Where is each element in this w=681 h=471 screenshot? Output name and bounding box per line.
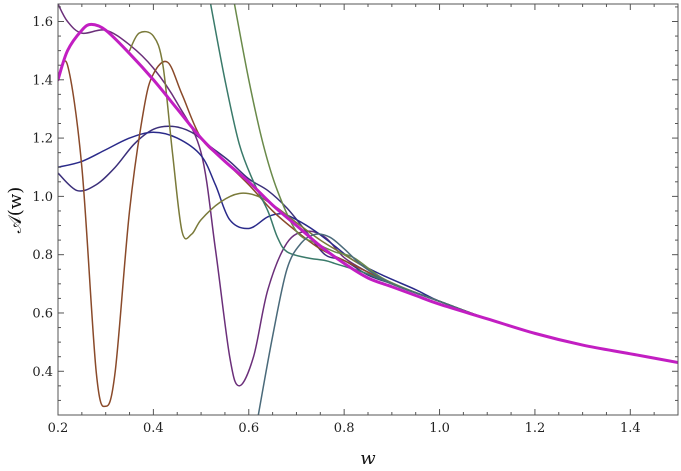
y-tick-label: 0.4 (32, 365, 53, 380)
x-axis-label: w (360, 448, 376, 469)
y-tick-label: 1.2 (32, 132, 53, 147)
chart-ticks (57, 4, 679, 416)
y-tick-label: 0.8 (32, 248, 53, 263)
y-axis-label: 𝒜(w) (5, 187, 26, 233)
x-tick-label: 0.4 (143, 421, 164, 436)
x-tick-label: 0.2 (48, 421, 69, 436)
series-line-3 (58, 131, 678, 364)
x-tick-label: 1.0 (429, 421, 450, 436)
series-line-6 (209, 4, 678, 364)
series-line-2 (58, 4, 678, 387)
y-tick-label: 1.4 (32, 73, 53, 88)
y-tick-label: 0.6 (32, 306, 53, 321)
chart-series (58, 4, 678, 415)
y-tick-label: 1.6 (32, 15, 53, 30)
series-line-highlighted (58, 22, 678, 365)
x-tick-label: 1.2 (525, 421, 546, 436)
x-tick-label: 1.4 (620, 421, 641, 436)
series-line-1 (58, 125, 678, 364)
chart-tick-labels: 0.2 0.4 0.6 0.8 1.0 1.2 1.4 0.4 0.6 0.8 1.0 1.2 1.4 1… (32, 15, 640, 436)
x-tick-label: 0.6 (238, 421, 259, 436)
series-line-5 (128, 30, 678, 364)
series-line-4 (58, 60, 678, 408)
x-tick-label: 0.8 (334, 421, 355, 436)
series-line-8 (257, 233, 678, 415)
y-tick-label: 1.0 (32, 190, 53, 205)
